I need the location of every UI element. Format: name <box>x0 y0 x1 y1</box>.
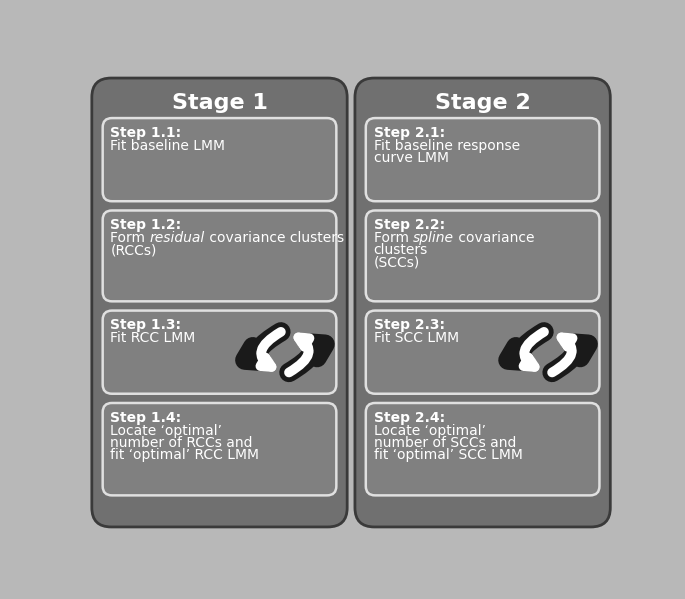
FancyBboxPatch shape <box>366 310 599 394</box>
FancyBboxPatch shape <box>366 403 599 495</box>
FancyBboxPatch shape <box>103 210 336 301</box>
FancyBboxPatch shape <box>366 118 599 201</box>
Text: number of RCCs and: number of RCCs and <box>110 435 253 450</box>
Text: clusters: clusters <box>373 243 428 257</box>
Text: residual: residual <box>150 231 205 245</box>
FancyBboxPatch shape <box>366 210 599 301</box>
Text: Step 2.1:: Step 2.1: <box>373 126 445 140</box>
Text: Locate ‘optimal’: Locate ‘optimal’ <box>373 423 486 438</box>
Text: Step 1.2:: Step 1.2: <box>110 218 182 232</box>
Text: number of SCCs and: number of SCCs and <box>373 435 516 450</box>
Text: Fit SCC LMM: Fit SCC LMM <box>373 331 459 346</box>
Text: covariance clusters: covariance clusters <box>205 231 344 245</box>
Text: spline: spline <box>413 231 454 245</box>
Text: Locate ‘optimal’: Locate ‘optimal’ <box>110 423 223 438</box>
Text: Stage 2: Stage 2 <box>435 93 530 113</box>
Text: Fit baseline response: Fit baseline response <box>373 139 520 153</box>
Text: curve LMM: curve LMM <box>373 151 449 165</box>
Text: Form: Form <box>110 231 150 245</box>
Text: Step 2.2:: Step 2.2: <box>373 218 445 232</box>
Text: (RCCs): (RCCs) <box>110 243 157 257</box>
Text: (SCCs): (SCCs) <box>373 255 420 269</box>
Text: fit ‘optimal’ SCC LMM: fit ‘optimal’ SCC LMM <box>373 447 523 462</box>
Text: Step 1.4:: Step 1.4: <box>110 411 182 425</box>
Text: Step 1.1:: Step 1.1: <box>110 126 182 140</box>
Text: Fit RCC LMM: Fit RCC LMM <box>110 331 196 346</box>
Text: Step 1.3:: Step 1.3: <box>110 318 182 332</box>
FancyBboxPatch shape <box>103 118 336 201</box>
Text: fit ‘optimal’ RCC LMM: fit ‘optimal’ RCC LMM <box>110 447 260 462</box>
Text: Stage 1: Stage 1 <box>171 93 267 113</box>
FancyBboxPatch shape <box>103 403 336 495</box>
FancyBboxPatch shape <box>355 78 610 527</box>
Text: Fit baseline LMM: Fit baseline LMM <box>110 139 225 153</box>
Text: Form: Form <box>373 231 413 245</box>
Text: covariance: covariance <box>454 231 534 245</box>
Text: Step 2.3:: Step 2.3: <box>373 318 445 332</box>
FancyBboxPatch shape <box>103 310 336 394</box>
FancyBboxPatch shape <box>92 78 347 527</box>
Text: Step 2.4:: Step 2.4: <box>373 411 445 425</box>
